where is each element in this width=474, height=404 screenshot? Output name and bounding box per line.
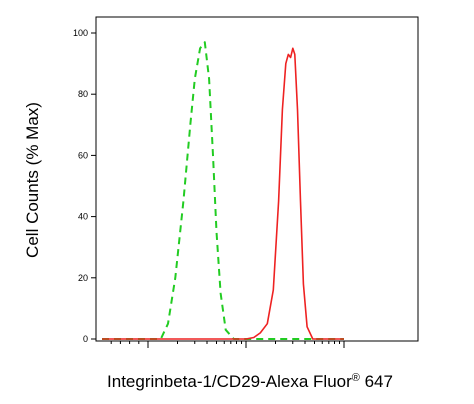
x-axis-title-registered: ® — [352, 372, 360, 384]
series-line-dashed-green — [102, 41, 344, 340]
plot-frame — [95, 16, 419, 342]
y-tick-label-0: 0 — [83, 334, 88, 344]
y-tick-label-60: 60 — [78, 150, 88, 160]
y-axis-title: Cell Counts (% Max) — [23, 102, 42, 258]
series-group — [102, 41, 344, 340]
x-axis-title: Integrinbeta-1/CD29-Alexa Fluor® 647 — [107, 372, 393, 391]
x-axis-ticks — [110, 341, 345, 348]
x-axis-title-main: Integrinbeta-1/CD29-Alexa Fluor — [107, 372, 352, 391]
y-tick-label-40: 40 — [78, 212, 88, 222]
y-tick-label-80: 80 — [78, 89, 88, 99]
y-tick-label-100: 100 — [73, 28, 88, 38]
x-axis-title-suffix: 647 — [360, 372, 393, 391]
series-line-solid-red — [102, 47, 344, 340]
y-tick-label-20: 20 — [78, 273, 88, 283]
y-axis-ticks: 0 20 40 60 80 100 — [73, 28, 96, 344]
